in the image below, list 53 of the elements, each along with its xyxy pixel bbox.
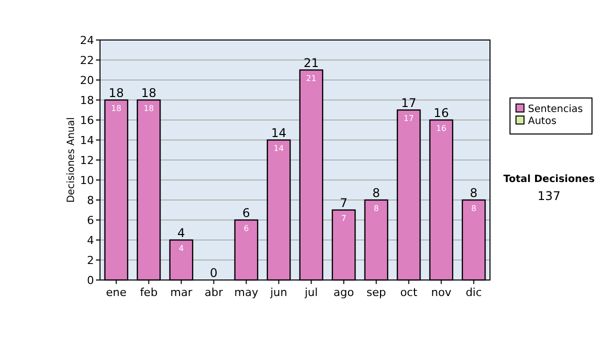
x-tick-label: may (234, 286, 259, 299)
total-label: 4 (177, 226, 186, 240)
total-label: 8 (372, 186, 380, 200)
total-label: 6 (242, 206, 250, 220)
x-tick-label: jun (269, 286, 288, 299)
x-tick-label: nov (431, 286, 452, 299)
data-label: 4 (178, 244, 184, 253)
y-tick-label: 14 (80, 134, 94, 147)
y-axis-title: Decisiones Anual (66, 117, 77, 203)
legend-label: Autos (528, 116, 556, 127)
y-tick-label: 22 (80, 54, 94, 67)
y-tick-label: 8 (87, 194, 94, 207)
legend-label: Sentencias (528, 104, 583, 115)
total-label: 18 (141, 86, 156, 100)
data-label: 7 (341, 214, 346, 223)
data-label: 21 (306, 74, 316, 83)
data-label: 8 (471, 204, 476, 213)
text: Total Decisiones (503, 174, 595, 185)
data-label: 18 (144, 104, 154, 113)
y-tick-label: 2 (87, 254, 94, 267)
total-label: 18 (108, 86, 124, 100)
total-label: 14 (271, 126, 286, 140)
data-label: 16 (436, 124, 446, 133)
x-tick-label: ago (334, 286, 354, 299)
total-label: 0 (210, 266, 218, 280)
data-label: 17 (404, 114, 414, 123)
y-tick-label: 10 (80, 174, 94, 187)
x-tick-label: sep (366, 286, 386, 299)
data-label: 6 (244, 224, 249, 233)
total-label: 16 (434, 106, 449, 120)
x-tick-label: abr (204, 286, 224, 299)
data-label: 18 (111, 104, 122, 113)
y-tick-label: 4 (87, 234, 94, 247)
text: 137 (538, 189, 560, 203)
data-label: 8 (374, 204, 379, 213)
y-tick-label: 20 (80, 74, 94, 87)
y-tick-label: 0 (87, 274, 94, 287)
total-label: 17 (401, 96, 416, 110)
x-tick-label: feb (140, 286, 158, 299)
y-tick-label: 12 (80, 154, 94, 167)
x-tick-label: oct (400, 286, 418, 299)
x-tick-label: mar (170, 286, 193, 299)
x-tick-label: dic (466, 286, 482, 299)
data-label: 14 (274, 144, 284, 153)
y-tick-label: 6 (87, 214, 94, 227)
y-tick-label: 18 (80, 94, 94, 107)
y-tick-label: 24 (80, 34, 94, 47)
total-label: 8 (470, 186, 478, 200)
x-tick-label: jul (304, 286, 318, 299)
total-label: 21 (304, 56, 319, 70)
total-label: 7 (340, 196, 348, 210)
x-tick-label: ene (106, 286, 127, 299)
y-tick-label: 16 (80, 114, 94, 127)
